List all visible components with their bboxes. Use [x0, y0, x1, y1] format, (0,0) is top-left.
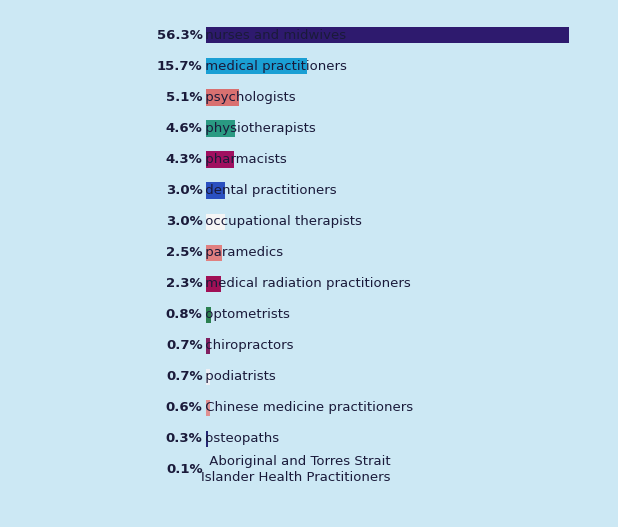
Text: 0.3%: 0.3%	[166, 432, 203, 445]
Bar	[206, 400, 210, 416]
Text: 15.7%: 15.7%	[157, 60, 203, 73]
Text: Aboriginal and Torres Strait
Islander Health Practitioners: Aboriginal and Torres Strait Islander He…	[201, 455, 391, 484]
Bar	[206, 120, 235, 136]
Bar	[206, 90, 239, 105]
Text: psychologists: psychologists	[201, 91, 296, 104]
Text: medical radiation practitioners: medical radiation practitioners	[201, 277, 411, 290]
Text: osteopaths: osteopaths	[201, 432, 279, 445]
Text: 3.0%: 3.0%	[166, 184, 203, 197]
Text: nurses and midwives: nurses and midwives	[201, 29, 347, 42]
Text: 3.0%: 3.0%	[166, 215, 203, 228]
Text: optometrists: optometrists	[201, 308, 290, 321]
Text: 0.6%: 0.6%	[166, 402, 203, 414]
Text: 4.6%: 4.6%	[166, 122, 203, 135]
Bar	[206, 338, 210, 354]
Text: pharmacists: pharmacists	[201, 153, 287, 166]
Bar	[206, 307, 211, 323]
Bar	[206, 245, 222, 261]
Text: 0.8%: 0.8%	[166, 308, 203, 321]
Text: 2.3%: 2.3%	[166, 277, 203, 290]
Bar	[206, 182, 225, 199]
Text: 4.3%: 4.3%	[166, 153, 203, 166]
Bar	[206, 151, 234, 168]
Text: 0.7%: 0.7%	[166, 339, 203, 352]
Bar	[206, 431, 208, 447]
Text: chiropractors: chiropractors	[201, 339, 294, 352]
Text: physiotherapists: physiotherapists	[201, 122, 316, 135]
Text: podiatrists: podiatrists	[201, 370, 276, 383]
Text: 0.7%: 0.7%	[166, 370, 203, 383]
Text: medical practitioners: medical practitioners	[201, 60, 347, 73]
Bar	[206, 27, 569, 43]
Text: 2.5%: 2.5%	[166, 246, 203, 259]
Text: 5.1%: 5.1%	[166, 91, 203, 104]
Bar	[206, 213, 225, 230]
Text: occupational therapists: occupational therapists	[201, 215, 362, 228]
Bar	[206, 369, 210, 385]
Text: Chinese medicine practitioners: Chinese medicine practitioners	[201, 402, 413, 414]
Text: dental practitioners: dental practitioners	[201, 184, 337, 197]
Text: paramedics: paramedics	[201, 246, 284, 259]
Bar	[206, 276, 221, 292]
Bar	[206, 58, 307, 74]
Text: 0.1%: 0.1%	[166, 463, 203, 476]
Text: 56.3%: 56.3%	[157, 29, 203, 42]
